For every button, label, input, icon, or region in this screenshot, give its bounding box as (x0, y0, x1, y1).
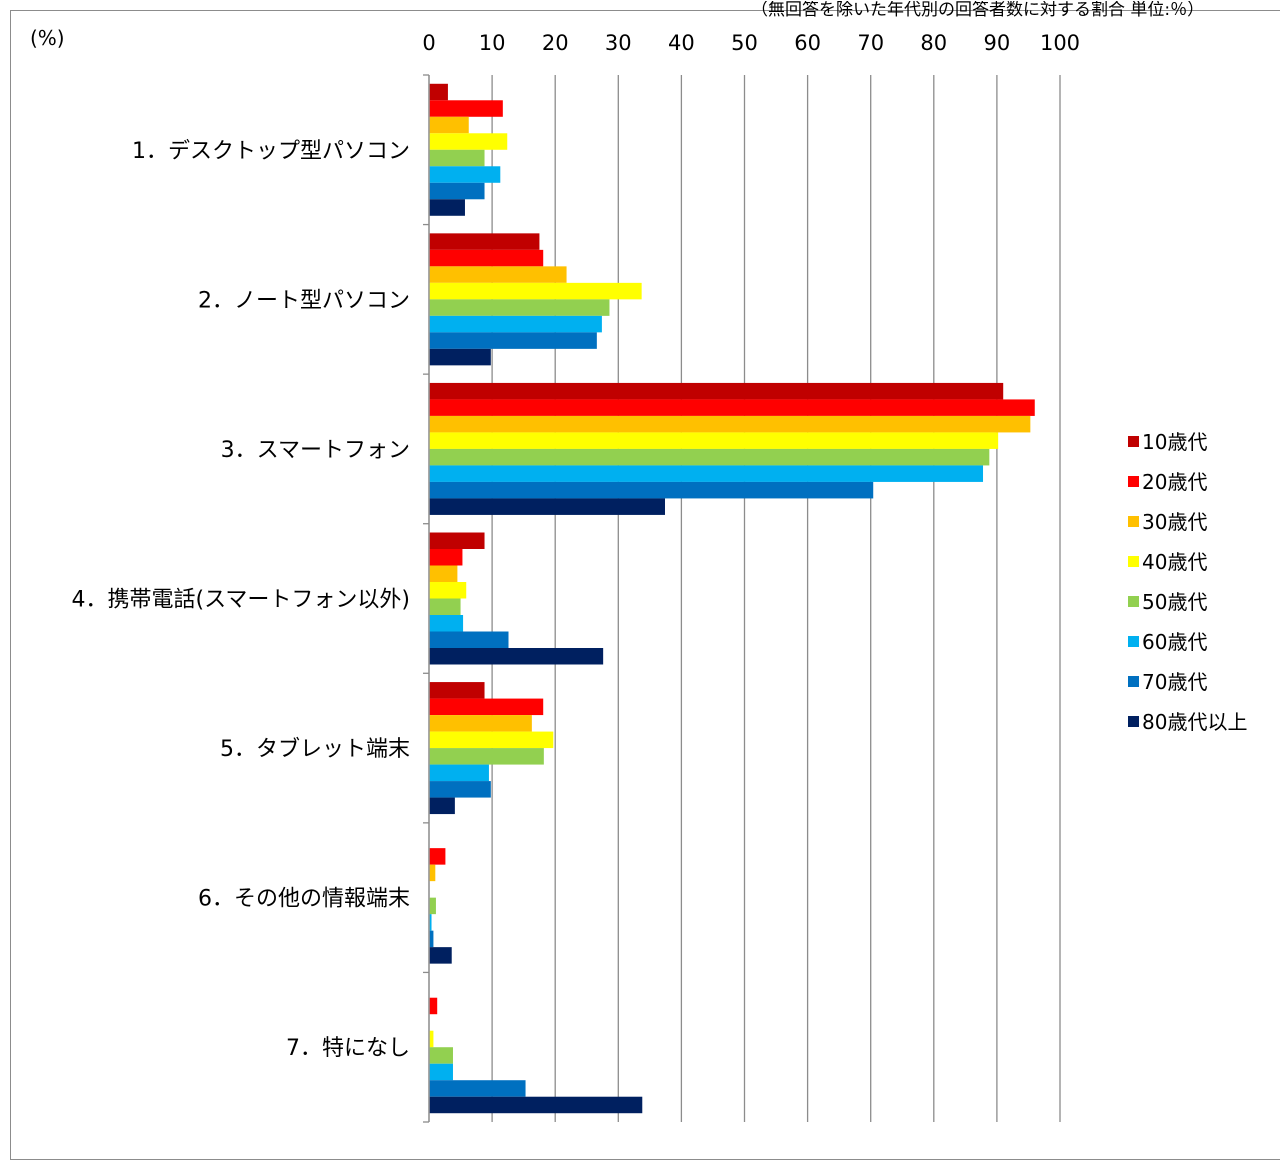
bar-8-5 (429, 797, 455, 815)
bar-3-4 (429, 565, 458, 582)
bar-6-3 (429, 465, 984, 482)
bar-7-4 (429, 631, 509, 648)
x-tick-label: 80 (920, 31, 947, 55)
bar-5-1 (429, 149, 485, 167)
x-tick-label: 90 (984, 31, 1011, 55)
legend-swatch (1128, 596, 1139, 607)
bar-8-1 (429, 199, 465, 216)
x-tick-label: 50 (731, 31, 758, 55)
unit-label: (%) (30, 26, 65, 50)
legend-swatch (1128, 436, 1139, 447)
bar-6-5 (429, 764, 489, 782)
bar-6-2 (429, 315, 602, 333)
bar-1-2 (429, 233, 540, 250)
bar-4-7 (429, 1030, 434, 1048)
bar-3-3 (429, 415, 1031, 433)
bar-2-4 (429, 549, 463, 566)
legend-label: 10歳代 (1142, 430, 1207, 454)
legend-layer: 10歳代 20歳代 30歳代 40歳代 50歳代 60歳代 70歳代 80歳代以上 (1128, 430, 1247, 734)
bar-2-7 (429, 997, 438, 1015)
category-label: 1．デスクトップ型パソコン (132, 139, 410, 164)
x-tick-label: 40 (668, 31, 695, 55)
bar-4-1 (429, 133, 508, 150)
bar-1-4 (429, 532, 485, 549)
bar-7-2 (429, 332, 597, 349)
legend-label: 70歳代 (1142, 670, 1207, 694)
legend-swatch (1128, 716, 1139, 727)
bar-3-6 (429, 864, 436, 882)
bar-8-7 (429, 1096, 643, 1114)
bar-7-6 (429, 930, 434, 948)
legend-label: 80歳代以上 (1142, 710, 1247, 734)
legend-label: 40歳代 (1142, 550, 1207, 574)
bar-layer (429, 83, 1035, 1114)
category-label: 2．ノート型パソコン (198, 288, 410, 313)
bar-2-3 (429, 399, 1035, 416)
bar-2-6 (429, 848, 446, 865)
bar-7-3 (429, 481, 874, 499)
x-tick-label: 60 (794, 31, 821, 55)
x-tick-label: 30 (605, 31, 632, 55)
legend-swatch (1128, 556, 1139, 567)
bar-5-5 (429, 748, 544, 765)
chart-note: （無回答を除いた年代別の回答者数に対する割合 単位:％） (751, 1, 1205, 19)
legend-label: 50歳代 (1142, 590, 1207, 614)
category-label: 4．携帯電話(スマートフォン以外) (71, 588, 410, 613)
bar-1-1 (429, 83, 448, 101)
bar-4-5 (429, 731, 554, 749)
grid-layer (428, 75, 1061, 1122)
bar-2-5 (429, 698, 544, 716)
bar-6-1 (429, 166, 501, 183)
bar-7-1 (429, 182, 485, 200)
legend-label: 30歳代 (1142, 510, 1207, 534)
axis-layer: 0 10 20 30 40 50 60 70 80 90 100 1．デスクトップ型パソコン 2．ノート… (71, 31, 1080, 1123)
bar-8-2 (429, 348, 491, 366)
bar-8-6 (429, 947, 452, 964)
bar-6-6 (429, 914, 432, 931)
category-label: 5．タブレット端末 (220, 737, 410, 762)
bar-4-2 (429, 282, 642, 300)
bar-5-2 (429, 299, 610, 316)
bar-8-4 (429, 648, 604, 665)
bar-3-2 (429, 266, 567, 283)
bar-7-5 (429, 781, 491, 798)
legend-swatch (1128, 516, 1139, 527)
legend-label: 60歳代 (1142, 630, 1207, 654)
x-tick-label: 100 (1040, 31, 1080, 55)
category-label: 7．特になし (286, 1036, 410, 1061)
bar-1-5 (429, 682, 485, 699)
x-tick-label: 0 (422, 31, 435, 55)
bar-5-7 (429, 1047, 453, 1064)
legend-swatch (1128, 476, 1139, 487)
bar-5-6 (429, 897, 436, 915)
bar-2-1 (429, 100, 503, 117)
legend-label: 20歳代 (1142, 470, 1207, 494)
category-label: 6．その他の情報端末 (198, 887, 410, 912)
bar-6-7 (429, 1063, 453, 1081)
category-label: 3．スマートフォン (221, 438, 410, 463)
bar-4-3 (429, 432, 999, 449)
bar-5-4 (429, 598, 461, 615)
bar-3-1 (429, 116, 469, 134)
bar-6-4 (429, 615, 464, 632)
bar-3-5 (429, 715, 532, 732)
x-tick-label: 70 (857, 31, 884, 55)
bar-2-2 (429, 249, 544, 267)
bar-4-4 (429, 582, 467, 599)
legend-swatch (1128, 676, 1139, 687)
bar-7-7 (429, 1080, 526, 1097)
bar-5-3 (429, 448, 990, 466)
legend-swatch (1128, 636, 1139, 647)
bar-1-3 (429, 382, 1004, 400)
x-tick-label: 20 (542, 31, 569, 55)
x-tick-label: 10 (479, 31, 506, 55)
bar-8-3 (429, 498, 665, 515)
